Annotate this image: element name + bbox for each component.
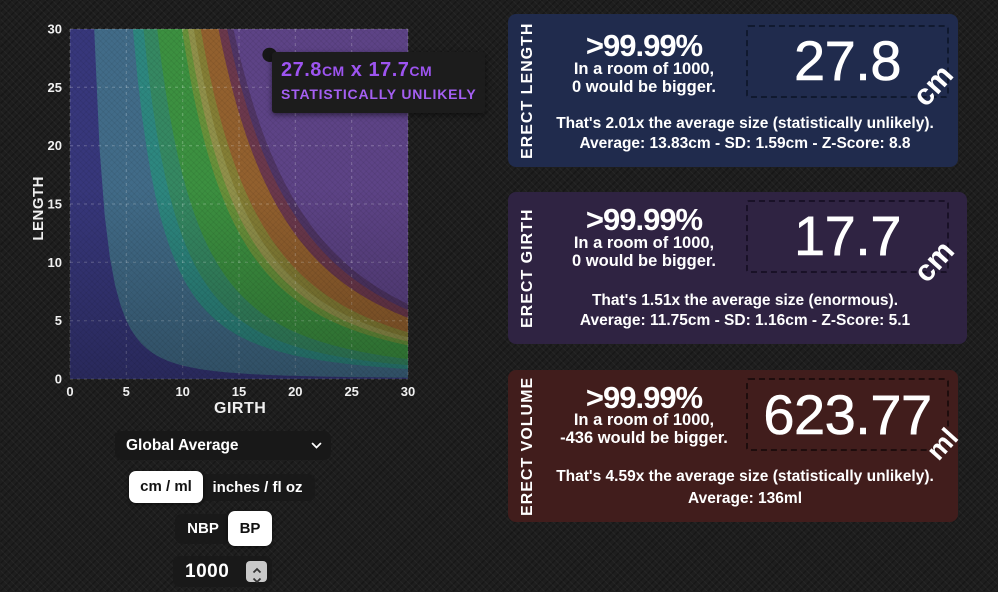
svg-text:0: 0	[55, 372, 62, 387]
svg-text:10: 10	[175, 384, 189, 399]
svg-text:0: 0	[66, 384, 73, 399]
svg-text:20: 20	[288, 384, 302, 399]
svg-text:30: 30	[48, 22, 62, 37]
svg-text:15: 15	[48, 197, 62, 212]
svg-text:15: 15	[232, 384, 246, 399]
svg-text:25: 25	[48, 80, 62, 95]
svg-text:20: 20	[48, 138, 62, 153]
svg-text:5: 5	[55, 313, 62, 328]
svg-text:10: 10	[48, 255, 62, 270]
svg-text:25: 25	[344, 384, 358, 399]
svg-text:30: 30	[401, 384, 415, 399]
svg-text:5: 5	[123, 384, 130, 399]
